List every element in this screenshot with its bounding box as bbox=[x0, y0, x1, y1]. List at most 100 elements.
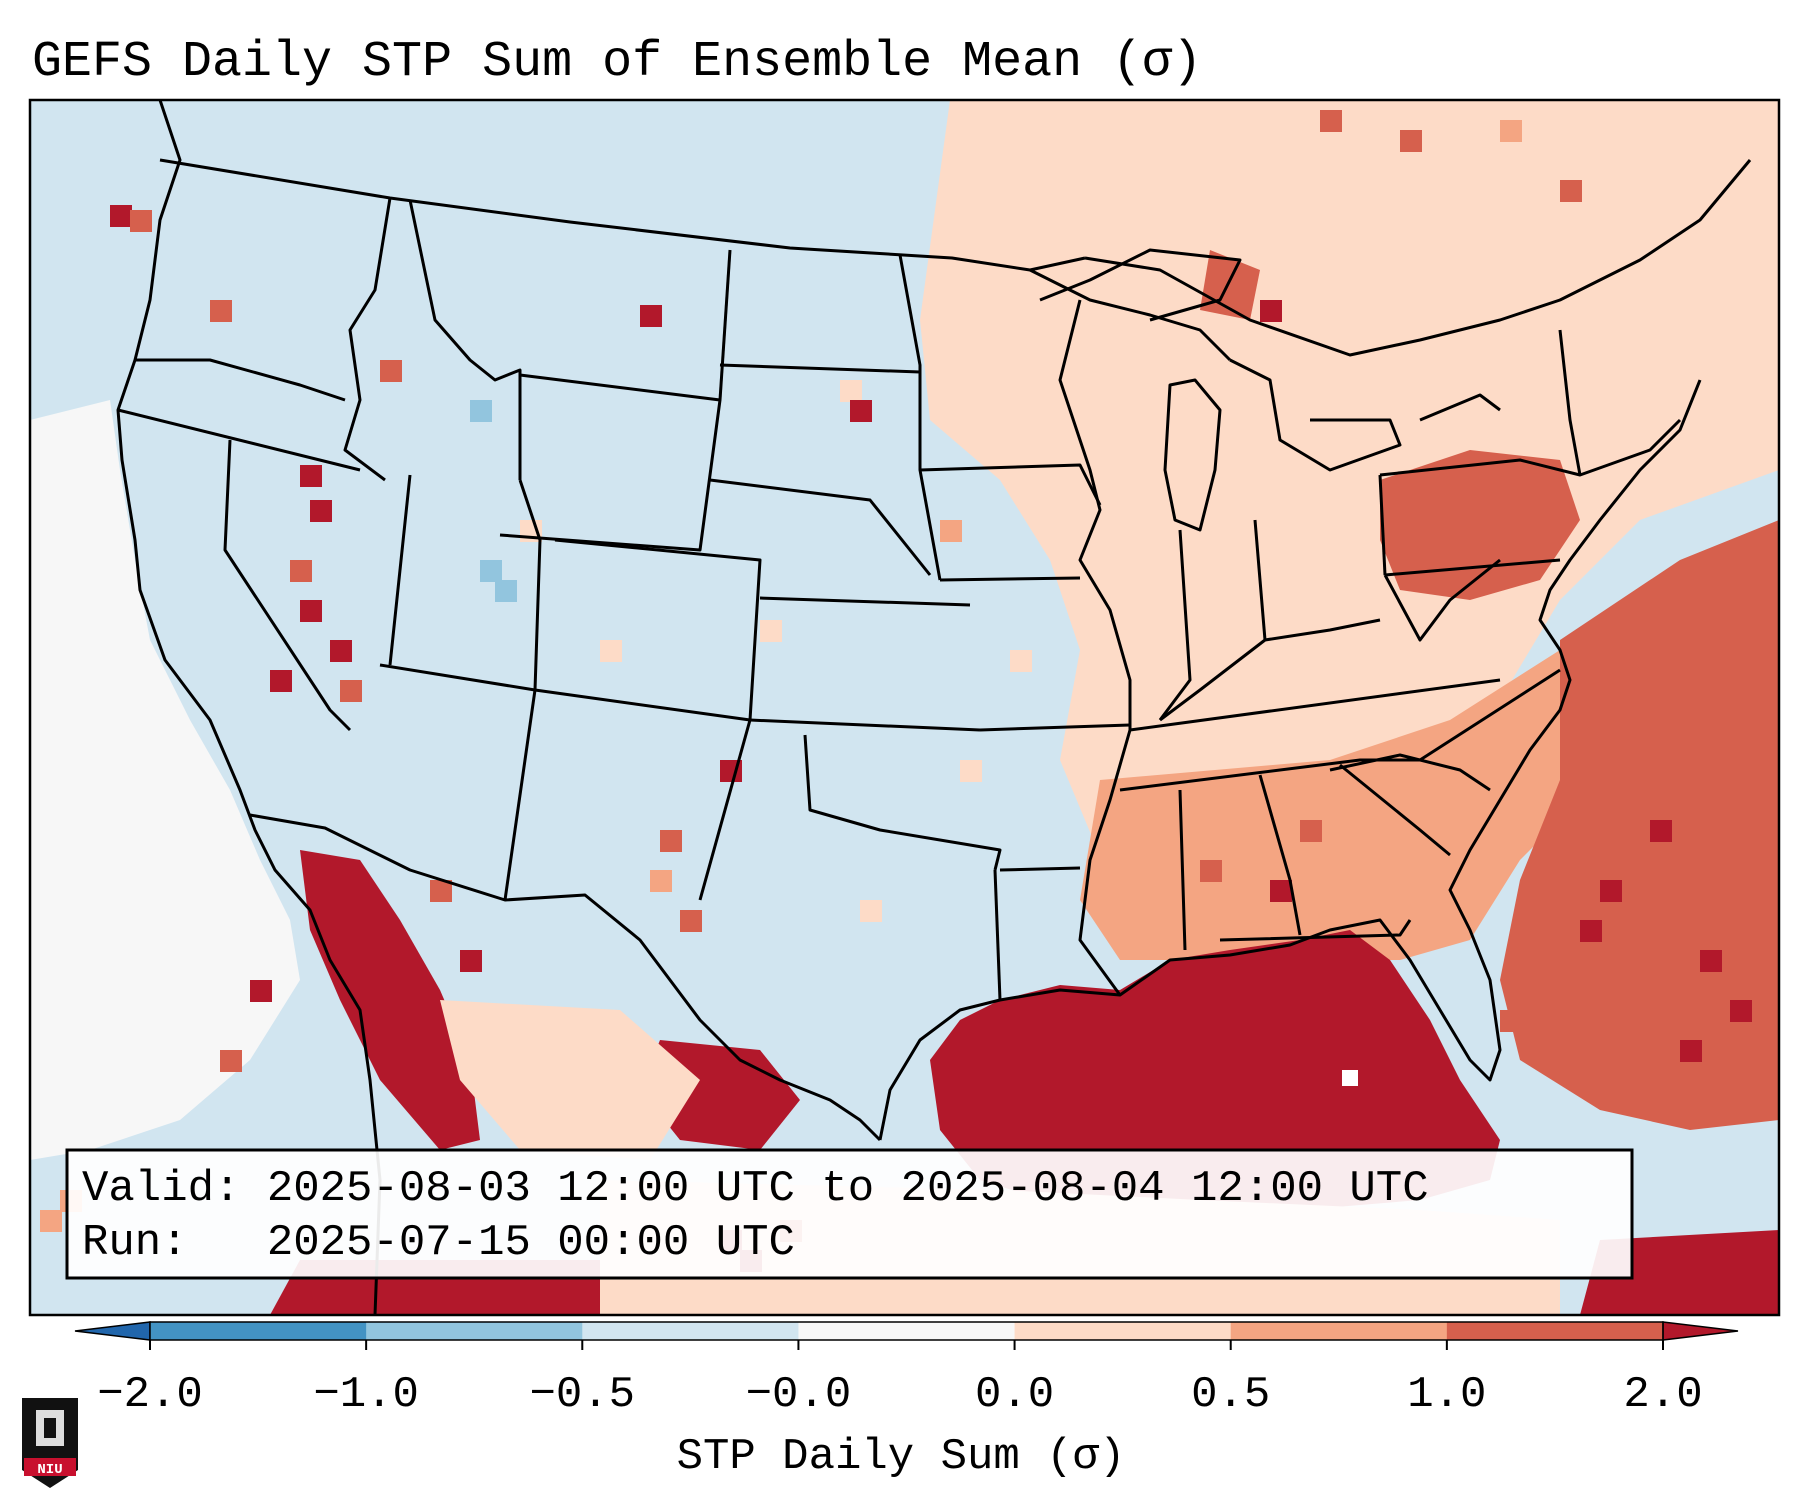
border-ks-ok bbox=[749, 718, 981, 732]
valid-time-text: Valid: 2025-08-03 12:00 UTC to 2025-08-0… bbox=[82, 1164, 1429, 1214]
colorbar-bin-4 bbox=[798, 1322, 1016, 1340]
heat-cell-11 bbox=[340, 680, 362, 702]
heat-cell-12 bbox=[660, 830, 682, 852]
border-new-england bbox=[1558, 329, 1682, 477]
niu-logo: NIU bbox=[22, 1398, 78, 1488]
run-time-text: Run: 2025-07-15 00:00 UTC bbox=[82, 1218, 795, 1268]
border-tn-south bbox=[1119, 758, 1420, 792]
heat-cell-10 bbox=[330, 640, 352, 662]
heat-cell-25 bbox=[430, 880, 452, 902]
border-il-in bbox=[1158, 529, 1192, 721]
border-wa-or bbox=[135, 358, 346, 402]
heat-cell-30 bbox=[1700, 950, 1722, 972]
border-oh-pa bbox=[1378, 474, 1387, 576]
border-nd-sd bbox=[719, 363, 921, 374]
heat-cell-13 bbox=[650, 870, 672, 892]
heat-cell-38 bbox=[1300, 820, 1322, 842]
niu-logo-text: NIU bbox=[37, 1462, 62, 1478]
border-tx-east bbox=[993, 869, 1002, 1001]
colorbar-label: STP Daily Sum (σ) bbox=[677, 1432, 1126, 1482]
colorbar-bin-3 bbox=[582, 1322, 799, 1340]
border-al-ga bbox=[1258, 774, 1302, 936]
heat-cell-4 bbox=[640, 305, 662, 327]
heat-cell-5 bbox=[300, 465, 322, 487]
border-ar-la bbox=[999, 866, 1081, 872]
heat-cell-27 bbox=[1010, 650, 1032, 672]
border-ms-al bbox=[1178, 789, 1187, 951]
heat-cell-6 bbox=[310, 500, 332, 522]
chart-title: GEFS Daily STP Sum of Ensemble Mean (σ) bbox=[32, 34, 1202, 91]
colorbar-outline bbox=[149, 1321, 1664, 1341]
state-borders bbox=[116, 100, 1752, 1315]
gulf-coast bbox=[878, 379, 1702, 1141]
map-frame bbox=[28, 98, 1781, 1317]
colorbar-tick-label-1: −1.0 bbox=[313, 1370, 419, 1420]
border-mt-nd bbox=[718, 249, 732, 401]
heat-cell-53 bbox=[40, 1210, 62, 1232]
border-nm-tx bbox=[698, 719, 752, 901]
heat-cell-18 bbox=[850, 400, 872, 422]
heat-cell-22 bbox=[470, 400, 492, 422]
border-va-nc bbox=[1419, 668, 1561, 762]
colorbar-tick-label-5: 0.5 bbox=[1191, 1370, 1270, 1420]
heat-cell-36 bbox=[1500, 1010, 1522, 1032]
heat-cell-48 bbox=[1560, 180, 1582, 202]
heat-cell-45 bbox=[1320, 110, 1342, 132]
heat-cell-44 bbox=[1720, 640, 1742, 662]
border-ga-sc bbox=[1339, 763, 1451, 857]
border-wy bbox=[499, 373, 722, 552]
heat-cell-29 bbox=[940, 520, 962, 542]
info-box-frame bbox=[65, 1148, 1634, 1280]
border-mn-ia bbox=[919, 463, 1102, 506]
heat-cell-42 bbox=[1580, 920, 1602, 942]
heat-cell-21 bbox=[760, 620, 782, 642]
heat-cell-33 bbox=[1650, 1080, 1672, 1102]
heat-cell-32 bbox=[1680, 1040, 1702, 1062]
heat-cell-41 bbox=[1650, 820, 1672, 842]
niu-logo-window-icon bbox=[44, 1418, 56, 1438]
border-mississippi-river bbox=[1058, 299, 1132, 996]
border-ky-tn bbox=[1129, 678, 1501, 732]
heat-cell-51 bbox=[220, 1050, 242, 1072]
heat-cell-28 bbox=[960, 760, 982, 782]
border-wv-va bbox=[1383, 558, 1501, 642]
heat-cell-9 bbox=[270, 670, 292, 692]
border-ut-co bbox=[518, 479, 542, 691]
heat-cell-35 bbox=[1540, 1050, 1562, 1072]
border-ne bbox=[1084, 159, 1752, 357]
border-az-ut bbox=[379, 663, 751, 722]
border-in-oh bbox=[1253, 519, 1267, 641]
heat-cell-1 bbox=[130, 210, 152, 232]
border-pa-south bbox=[1384, 558, 1561, 577]
heat-cell-46 bbox=[1400, 130, 1422, 152]
colorbar-tick-label-0: −2.0 bbox=[97, 1370, 203, 1420]
heat-region-upper-midwest-great-lakes-0 bbox=[920, 100, 1779, 880]
colorbar-tick-label-7: 2.0 bbox=[1623, 1370, 1702, 1420]
info-box: Valid: 2025-08-03 12:00 UTC to 2025-08-0… bbox=[65, 1148, 1634, 1280]
heat-cell-37 bbox=[1270, 880, 1292, 902]
heat-cell-40 bbox=[1600, 880, 1622, 902]
heat-cell-47 bbox=[1500, 120, 1522, 142]
heat-cell-20 bbox=[600, 640, 622, 662]
heat-cell-49 bbox=[1260, 300, 1282, 322]
border-mt-id bbox=[408, 199, 522, 480]
border-ky-north bbox=[1159, 618, 1381, 722]
heat-cell-26 bbox=[460, 950, 482, 972]
colorbar-bin-7 bbox=[1446, 1322, 1664, 1340]
border-nv-ut bbox=[388, 474, 412, 666]
border-lake-ontario bbox=[1419, 393, 1501, 422]
border-lake-michigan bbox=[1163, 378, 1222, 532]
colorbar-tick-label-6: 1.0 bbox=[1407, 1370, 1486, 1420]
heat-cell-3 bbox=[380, 360, 402, 382]
heat-region-pacific-coast-offshore-0 bbox=[30, 400, 300, 1160]
heat-cell-39 bbox=[1200, 860, 1222, 882]
colorbar-bin-5 bbox=[1014, 1322, 1232, 1340]
colorbar-bin-1 bbox=[150, 1322, 367, 1340]
niu-logo-band bbox=[24, 1458, 76, 1476]
heat-region-gulf-of-mexico-0 bbox=[930, 930, 1500, 1210]
colorbar-tick-label-3: −0.0 bbox=[746, 1370, 852, 1420]
heat-cell-gulf-gap bbox=[1342, 1070, 1358, 1086]
border-lake-huron-erie bbox=[1229, 358, 1402, 472]
border-ne-ks bbox=[759, 596, 971, 607]
